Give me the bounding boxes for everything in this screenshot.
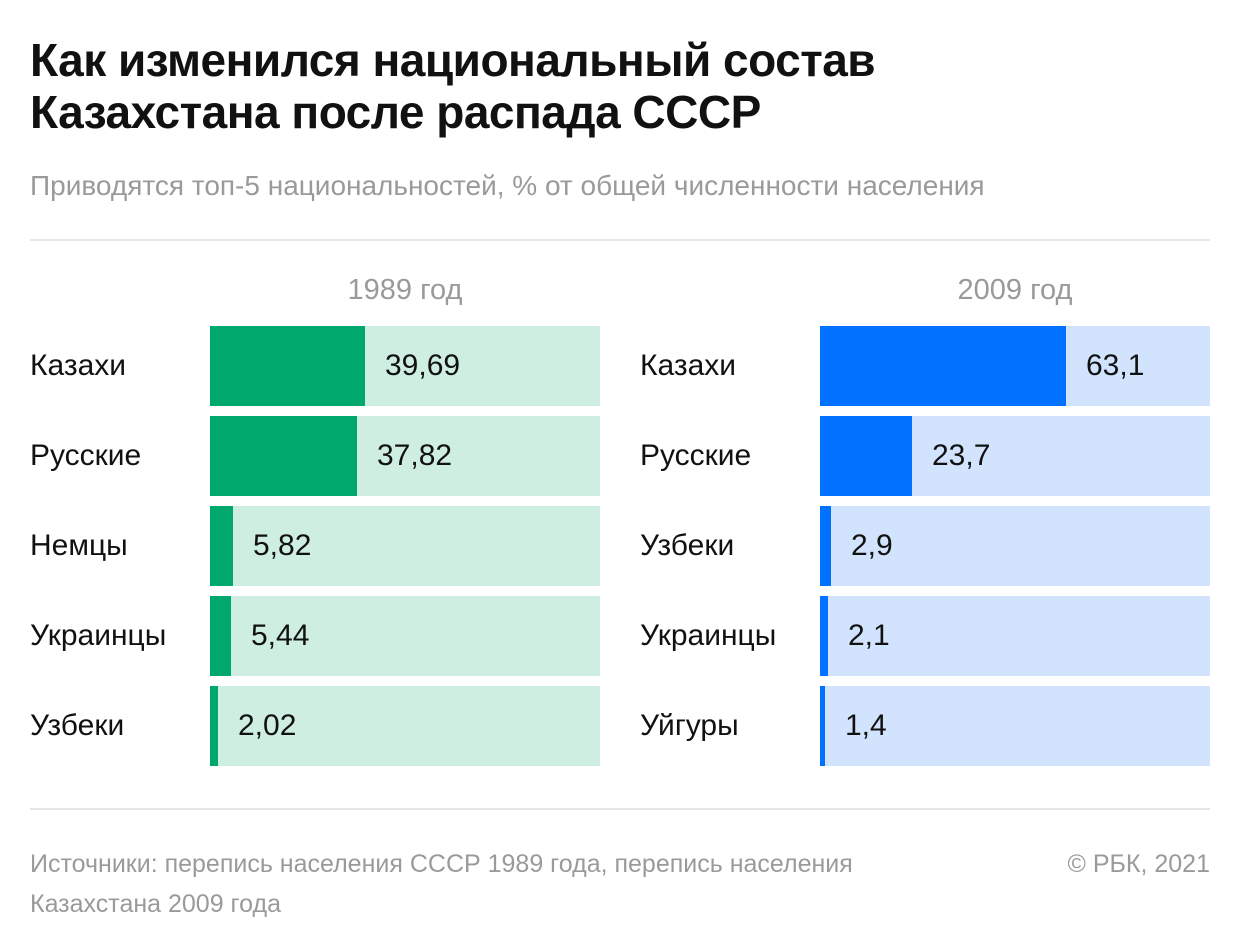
- bar: [820, 686, 825, 766]
- source-note: Источники: перепись населения СССР 1989 …: [30, 850, 853, 918]
- category-label: Русские: [640, 439, 752, 472]
- panel-2009: 2009 год Казахи 63,1 Русские 23,7 Узбеки 2,9 У…: [640, 270, 1230, 770]
- bar-track: 63,1: [820, 326, 1210, 406]
- category-label: Украинцы: [30, 619, 167, 652]
- bar-track: 2,1: [820, 596, 1210, 676]
- bar-track: 39,69: [210, 326, 600, 406]
- bar-track: 5,82: [210, 506, 600, 586]
- copyright: © РБК, 2021: [1067, 850, 1210, 878]
- bar-row: Украинцы 2,1: [640, 596, 1210, 676]
- title-line-2: Казахстана после распада СССР: [30, 86, 761, 138]
- bar: [820, 596, 828, 676]
- category-label: Казахи: [640, 349, 737, 382]
- value-label: 39,69: [385, 349, 461, 382]
- bar-row: Немцы 5,82: [30, 506, 600, 586]
- bar-row: Казахи 63,1: [640, 326, 1210, 406]
- panel-2009-title: 2009 год: [957, 274, 1073, 306]
- chart-subtitle: Приводятся топ-5 национальностей, % от о…: [30, 170, 985, 201]
- bar: [210, 686, 218, 766]
- panel-1989-title: 1989 год: [347, 274, 463, 306]
- bar-track: 2,9: [820, 506, 1210, 586]
- category-label: Русские: [30, 439, 142, 472]
- bar-row: Русские 23,7: [640, 416, 1210, 496]
- category-label: Уйгуры: [640, 709, 739, 742]
- bar-track: 23,7: [820, 416, 1210, 496]
- bar-track: 1,4: [820, 686, 1210, 766]
- category-label: Узбеки: [30, 709, 125, 742]
- bar-track: 37,82: [210, 416, 600, 496]
- value-label: 23,7: [932, 439, 991, 472]
- bar: [210, 326, 365, 406]
- bar-row: Русские 37,82: [30, 416, 600, 496]
- bottom-divider: [30, 808, 1210, 810]
- bar: [210, 596, 231, 676]
- bar-row: Уйгуры 1,4: [640, 686, 1210, 766]
- value-label: 37,82: [377, 439, 453, 472]
- value-label: 2,9: [851, 529, 893, 562]
- bar: [820, 416, 912, 496]
- top-divider: [30, 239, 1210, 241]
- category-label: Узбеки: [640, 529, 735, 562]
- bar-track: 5,44: [210, 596, 600, 676]
- chart-title: Как изменился национальный состав Казахс…: [30, 34, 1210, 138]
- category-label: Казахи: [30, 349, 127, 382]
- bar-row: Узбеки 2,02: [30, 686, 600, 766]
- value-label: 5,82: [253, 529, 312, 562]
- value-label: 63,1: [1086, 349, 1145, 382]
- bar: [820, 326, 1066, 406]
- bar-row: Узбеки 2,9: [640, 506, 1210, 586]
- bar-track: 2,02: [210, 686, 600, 766]
- bar: [820, 506, 831, 586]
- bar-row: Украинцы 5,44: [30, 596, 600, 676]
- panel-1989: 1989 год Казахи 39,69 Русские 37,82 Немцы 5,8…: [30, 270, 620, 770]
- value-label: 2,02: [238, 709, 297, 742]
- value-label: 1,4: [845, 709, 887, 742]
- category-label: Немцы: [30, 529, 128, 562]
- title-line-1: Как изменился национальный состав: [30, 34, 876, 86]
- bar: [210, 416, 357, 496]
- bar-row: Казахи 39,69: [30, 326, 600, 406]
- category-label: Украинцы: [640, 619, 777, 652]
- value-label: 5,44: [251, 619, 310, 652]
- value-label: 2,1: [848, 619, 890, 652]
- bar: [210, 506, 233, 586]
